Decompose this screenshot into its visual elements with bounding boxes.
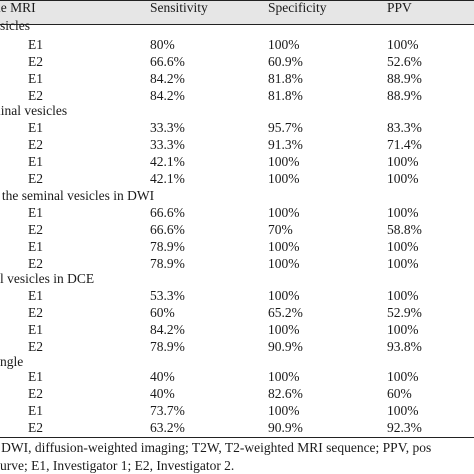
sensitivity-cell: 63.2% [150, 420, 185, 435]
sensitivity-cell: 60% [150, 305, 175, 320]
ppv-cell: 100% [387, 154, 419, 169]
specificity-cell: 65.2% [268, 305, 303, 320]
investigator-label: E2 [28, 339, 43, 354]
specificity-cell: 82.6% [268, 386, 303, 401]
section-title: ninal vesicles [0, 103, 68, 118]
specificity-cell: 81.8% [268, 71, 303, 86]
investigator-label: E2 [28, 54, 43, 69]
ppv-cell: 100% [387, 288, 419, 303]
ppv-cell: 92.3% [387, 420, 422, 435]
ppv-cell: 88.9% [387, 71, 422, 86]
section-title: angle [0, 354, 24, 369]
ppv-cell: 100% [387, 369, 419, 384]
ppv-cell: 100% [387, 171, 419, 186]
specificity-cell: 91.3% [268, 137, 303, 152]
specificity-cell: 60.9% [268, 54, 303, 69]
specificity-cell: 100% [268, 288, 300, 303]
specificity-cell: 100% [268, 171, 300, 186]
specificity-cell: 70% [268, 222, 293, 237]
specificity-cell: 90.9% [268, 420, 303, 435]
footnote-line: ; DWI, diffusion-weighted imaging; T2W, … [0, 440, 432, 455]
investigator-label: E1 [28, 154, 43, 169]
sensitivity-cell: 42.1% [150, 154, 185, 169]
footnote-line: curve; E1, Investigator 1; E2, Investiga… [0, 458, 235, 473]
investigator-label: E1 [28, 369, 43, 384]
sensitivity-cell: 40% [150, 386, 175, 401]
investigator-label: E1 [28, 37, 43, 52]
sensitivity-cell: 40% [150, 369, 175, 384]
sensitivity-cell: 73.7% [150, 403, 185, 418]
bottom-rule [0, 437, 474, 438]
sensitivity-cell: 66.6% [150, 54, 185, 69]
investigator-label: E1 [28, 403, 43, 418]
ppv-cell: 100% [387, 256, 419, 271]
sensitivity-cell: 33.3% [150, 120, 185, 135]
specificity-cell: 100% [268, 205, 300, 220]
sensitivity-cell: 33.3% [150, 137, 185, 152]
table-header [0, 0, 474, 24]
investigator-label: E1 [28, 239, 43, 254]
investigator-label: E1 [28, 322, 43, 337]
header-col-ppv: PPV [387, 0, 412, 15]
ppv-cell: 100% [387, 37, 419, 52]
ppv-cell: 88.9% [387, 88, 422, 103]
ppv-cell: 52.9% [387, 305, 422, 320]
section-title: f the seminal vesicles in DWI [0, 188, 155, 203]
ppv-cell: 71.4% [387, 137, 422, 152]
header-col-specificity: Specificity [268, 0, 327, 15]
investigator-label: E2 [28, 386, 43, 401]
investigator-label: E1 [28, 71, 43, 86]
sensitivity-cell: 42.1% [150, 171, 185, 186]
investigator-label: E2 [28, 420, 43, 435]
section-title: esicles [0, 18, 30, 33]
investigator-label: E2 [28, 256, 43, 271]
investigator-label: E2 [28, 171, 43, 186]
top-rule [0, 0, 474, 1]
investigator-label: E1 [28, 120, 43, 135]
ppv-cell: 60% [387, 386, 412, 401]
investigator-label: E1 [28, 288, 43, 303]
investigator-label: E2 [28, 305, 43, 320]
sensitivity-cell: 80% [150, 37, 175, 52]
specificity-cell: 100% [268, 239, 300, 254]
specificity-cell: 90.9% [268, 339, 303, 354]
ppv-cell: 100% [387, 205, 419, 220]
sensitivity-cell: 78.9% [150, 256, 185, 271]
ppv-cell: 100% [387, 322, 419, 337]
sensitivity-cell: 84.2% [150, 88, 185, 103]
ppv-cell: 100% [387, 239, 419, 254]
specificity-cell: 100% [268, 369, 300, 384]
investigator-label: E2 [28, 137, 43, 152]
section-title: al vesicles in DCE [0, 271, 95, 286]
ppv-cell: 52.6% [387, 54, 422, 69]
ppv-cell: 58.8% [387, 222, 422, 237]
header-rule [0, 24, 474, 25]
sensitivity-cell: 84.2% [150, 322, 185, 337]
sensitivity-cell: 78.9% [150, 339, 185, 354]
ppv-cell: 93.8% [387, 339, 422, 354]
sensitivity-cell: 84.2% [150, 71, 185, 86]
specificity-cell: 100% [268, 403, 300, 418]
sensitivity-cell: 53.3% [150, 288, 185, 303]
sensitivity-cell: 66.6% [150, 205, 185, 220]
specificity-cell: 95.7% [268, 120, 303, 135]
specificity-cell: 81.8% [268, 88, 303, 103]
specificity-cell: 100% [268, 154, 300, 169]
sensitivity-cell: 66.6% [150, 222, 185, 237]
specificity-cell: 100% [268, 322, 300, 337]
specificity-cell: 100% [268, 256, 300, 271]
header-col-mri: he MRI [0, 0, 36, 15]
ppv-cell: 83.3% [387, 120, 422, 135]
sensitivity-cell: 78.9% [150, 239, 185, 254]
header-col-sensitivity: Sensitivity [150, 0, 208, 15]
investigator-label: E1 [28, 205, 43, 220]
specificity-cell: 100% [268, 37, 300, 52]
ppv-cell: 100% [387, 403, 419, 418]
investigator-label: E2 [28, 222, 43, 237]
investigator-label: E2 [28, 88, 43, 103]
